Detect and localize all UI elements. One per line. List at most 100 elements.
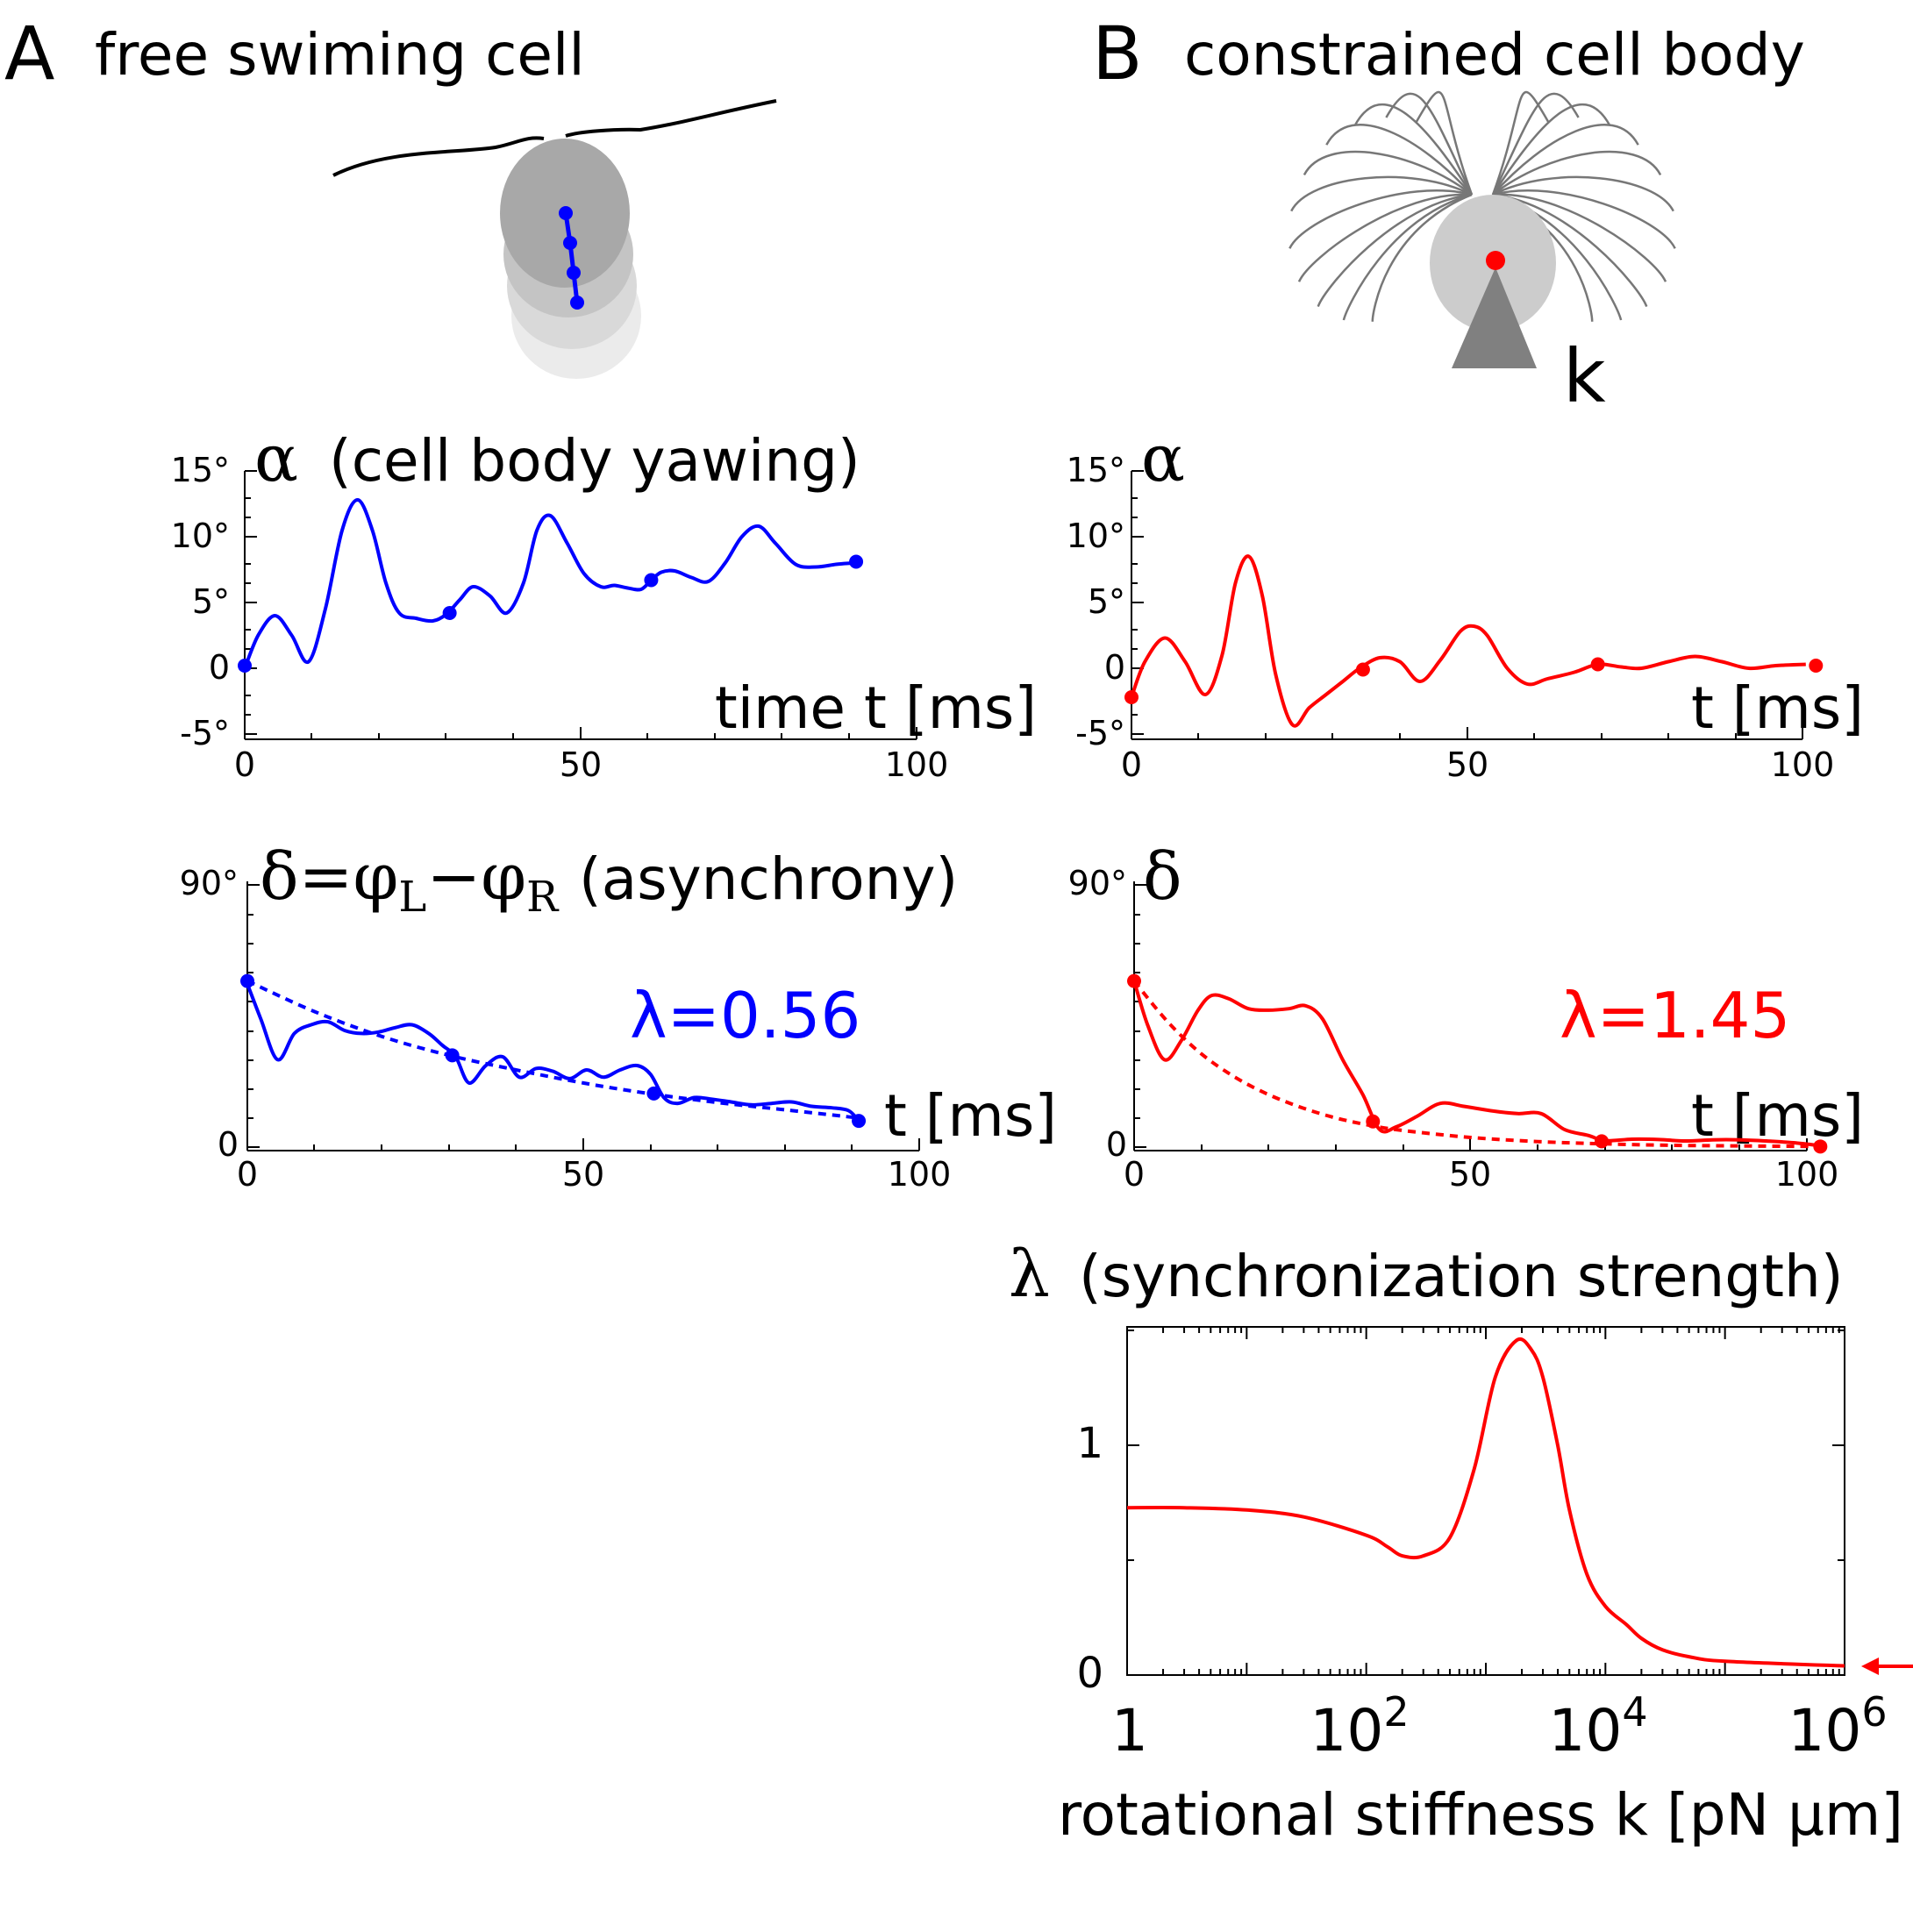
yaw-point — [563, 236, 577, 250]
delta-free-marker — [445, 1048, 460, 1063]
alpha-constrained-xtick: 0 — [1121, 745, 1142, 784]
delta-free-symbol: δ=φL−φR — [260, 839, 560, 922]
cilium-waveform — [1491, 90, 1550, 196]
delta-constrained-fit-line — [1132, 980, 1821, 1149]
chart-delta-constrained: δ 90° 0 0 50 100 t [ms] λ=1.45 — [1068, 839, 1864, 1194]
cilium-waveform — [1492, 193, 1648, 308]
lambda-ytick: 1 — [1076, 1419, 1103, 1468]
free-cell-illustration — [332, 99, 777, 379]
panel-b-title: constrained cell body — [1184, 21, 1805, 89]
alpha-constrained-axes — [1131, 470, 1803, 740]
delta-free-xtick: 0 — [237, 1155, 258, 1194]
alpha-constrained-marker — [1590, 657, 1605, 672]
lambda-x-minor-ticks — [1126, 1327, 1845, 1675]
delta-constrained-lambda: λ=1.45 — [1560, 979, 1790, 1052]
lambda-series-line — [1127, 1337, 1845, 1668]
cilium-waveform — [1317, 193, 1473, 308]
yaw-trajectory — [563, 212, 580, 303]
chart-delta-free: δ=φL−φR (asynchrony) 90° 0 0 50 100 t [m… — [180, 839, 1057, 1194]
alpha-constrained-xlabel: t [ms] — [1691, 674, 1864, 742]
delta-free-xtick: 100 — [888, 1155, 952, 1194]
cilium-waveform — [1288, 189, 1473, 249]
anchor-point — [1486, 251, 1505, 270]
cilium-waveform — [1492, 123, 1639, 196]
lambda-symbol: λ — [1009, 1237, 1050, 1312]
delta-free-axes — [246, 881, 920, 1151]
delta-constrained-ytick: 0 — [1106, 1125, 1127, 1164]
delta-free-title: (asynchrony) — [579, 845, 958, 913]
cilium-waveform — [1290, 175, 1473, 212]
panel-a-title: free swiming cell — [95, 21, 585, 89]
panel-b-letter: B — [1092, 11, 1143, 96]
alpha-free-marker — [644, 573, 659, 588]
alpha-free-ytick: -5° — [180, 714, 230, 752]
cilium-waveform — [1492, 189, 1676, 249]
delta-free-marker — [646, 1086, 661, 1101]
chart-lambda-vs-k: λ (synchronization strength) 1 0 1 102 1… — [1009, 1237, 1913, 1849]
alpha-constrained-marker — [1355, 662, 1370, 677]
delta-free-ytick: 90° — [180, 864, 239, 902]
cilium-waveform — [1492, 175, 1674, 212]
alpha-free-ytick: 5° — [192, 582, 230, 621]
alpha-free-marker — [442, 606, 457, 620]
lambda-xtick-1: 1 — [1111, 1697, 1148, 1764]
constrained-cell-illustration: k — [1288, 90, 1676, 419]
alpha-free-axes — [244, 470, 917, 740]
alpha-constrained-markers — [1124, 657, 1824, 704]
delta-free-xlabel: t [ms] — [884, 1082, 1057, 1150]
alpha-free-xtick: 100 — [885, 745, 949, 784]
lambda-xlabel: rotational stiffness k [pN μm] — [1058, 1781, 1903, 1849]
alpha-free-symbol: α — [254, 421, 298, 496]
cilium-waveform — [1385, 92, 1474, 196]
cilium-waveform — [1371, 193, 1473, 322]
yaw-point — [559, 206, 573, 220]
alpha-free-xlabel: time t [ms] — [715, 674, 1037, 742]
delta-free-lambda: λ=0.56 — [630, 979, 860, 1052]
stiffness-label: k — [1563, 333, 1606, 419]
cilium-waveform — [1492, 193, 1667, 282]
delta-free-markers — [240, 973, 867, 1129]
alpha-constrained-marker — [1124, 690, 1139, 704]
delta-constrained-markers — [1127, 973, 1828, 1154]
alpha-constrained-xtick: 100 — [1771, 745, 1835, 784]
cilium-waveform — [1303, 150, 1473, 196]
cilium-waveform — [1491, 103, 1611, 196]
delta-constrained-series-line — [1132, 980, 1821, 1148]
alpha-constrained-ytick: 5° — [1088, 582, 1125, 621]
limit-arrow-head — [1861, 1658, 1879, 1675]
right-flagellum — [565, 99, 777, 138]
alpha-free-ytick: 10° — [171, 517, 230, 555]
alpha-constrained-symbol: α — [1141, 421, 1185, 496]
alpha-constrained-ytick: -5° — [1075, 714, 1125, 752]
lambda-title: (synchronization strength) — [1079, 1243, 1844, 1310]
delta-free-marker — [852, 1114, 867, 1129]
left-flagellum — [332, 136, 545, 177]
lambda-plot-frame — [1126, 1326, 1845, 1676]
lambda-xtick-100: 102 — [1310, 1688, 1409, 1764]
delta-free-series-line — [246, 983, 860, 1123]
delta-constrained-marker — [1813, 1139, 1828, 1154]
chart-alpha-constrained: α 15° 10° 5° 0 -5° 0 50 100 t [ms] — [1067, 421, 1864, 784]
yaw-point — [570, 296, 584, 310]
delta-constrained-marker — [1127, 973, 1141, 988]
delta-constrained-xtick: 0 — [1124, 1155, 1145, 1194]
alpha-constrained-series-line — [1130, 554, 1806, 728]
cilium-waveform — [1353, 103, 1474, 196]
delta-constrained-marker — [1595, 1134, 1610, 1149]
delta-constrained-ytick: 90° — [1068, 864, 1127, 902]
lambda-xtick-1000000: 106 — [1788, 1688, 1887, 1764]
alpha-free-ytick: 15° — [171, 451, 230, 489]
yaw-point — [567, 266, 581, 280]
delta-constrained-axes — [1133, 881, 1808, 1151]
cilium-waveform — [1342, 193, 1473, 321]
delta-constrained-symbol: δ — [1143, 839, 1182, 915]
cilium-waveform — [1491, 92, 1580, 196]
alpha-constrained-ytick: 0 — [1104, 648, 1125, 687]
delta-free-marker — [240, 973, 254, 988]
cilium-waveform — [1492, 150, 1662, 196]
clamp-triangle — [1452, 267, 1537, 368]
delta-free-xtick: 50 — [562, 1155, 604, 1194]
delta-constrained-xtick: 50 — [1449, 1155, 1491, 1194]
cilium-waveform — [1297, 193, 1473, 282]
